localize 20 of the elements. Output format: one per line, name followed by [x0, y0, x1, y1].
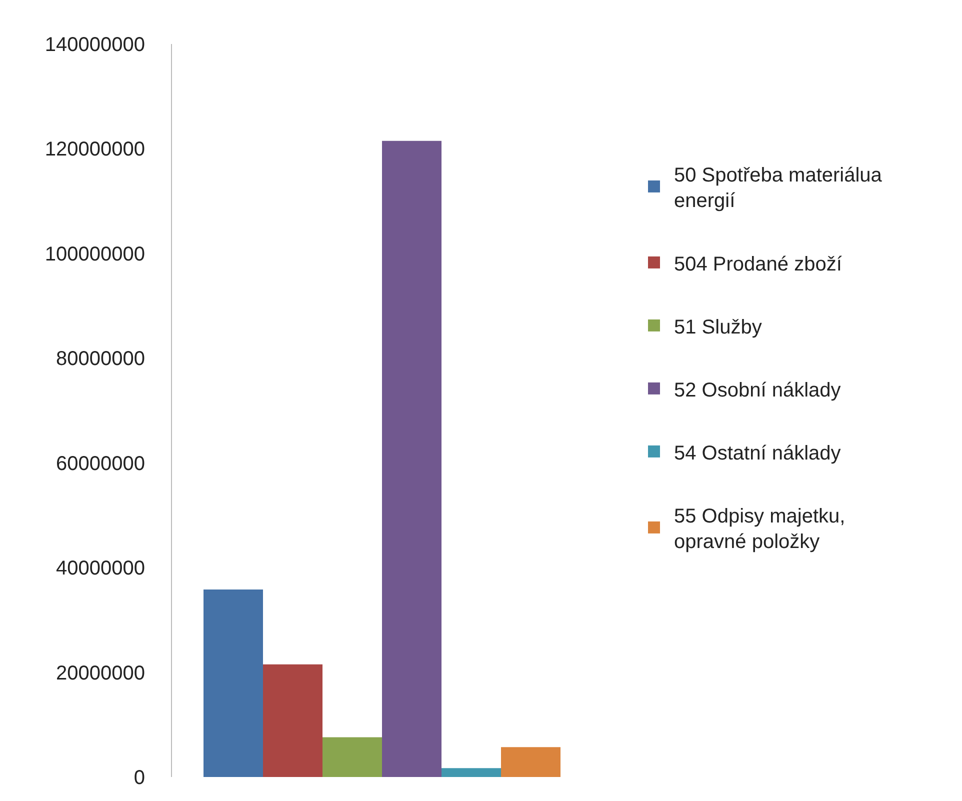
bar [322, 737, 382, 777]
bar [204, 590, 263, 777]
legend-label: 52 Osobní náklady [674, 379, 841, 402]
bar [382, 140, 442, 777]
legend-label: 54 Ostatní náklady [674, 442, 841, 464]
bar [442, 768, 501, 777]
y-tick-label: 140000000 [44, 34, 145, 56]
y-tick-label: 20000000 [56, 662, 145, 684]
y-tick-label: 80000000 [56, 348, 145, 370]
y-tick-label: 120000000 [44, 138, 145, 161]
legend-label: 55 Odpisy majetku, opravné položky [674, 505, 846, 554]
bar [501, 747, 560, 777]
y-tick-label: 100000000 [44, 243, 145, 266]
legend-label: 504 Prodané zboží [674, 253, 842, 276]
y-tick-label: 40000000 [56, 558, 145, 580]
bar [263, 664, 322, 777]
y-tick-label: 0 [134, 767, 145, 789]
legend-label: 51 Služby [674, 316, 762, 338]
legend-label: 50 Spotřeba materiálua energií [674, 164, 883, 212]
y-tick-label: 60000000 [56, 452, 145, 475]
